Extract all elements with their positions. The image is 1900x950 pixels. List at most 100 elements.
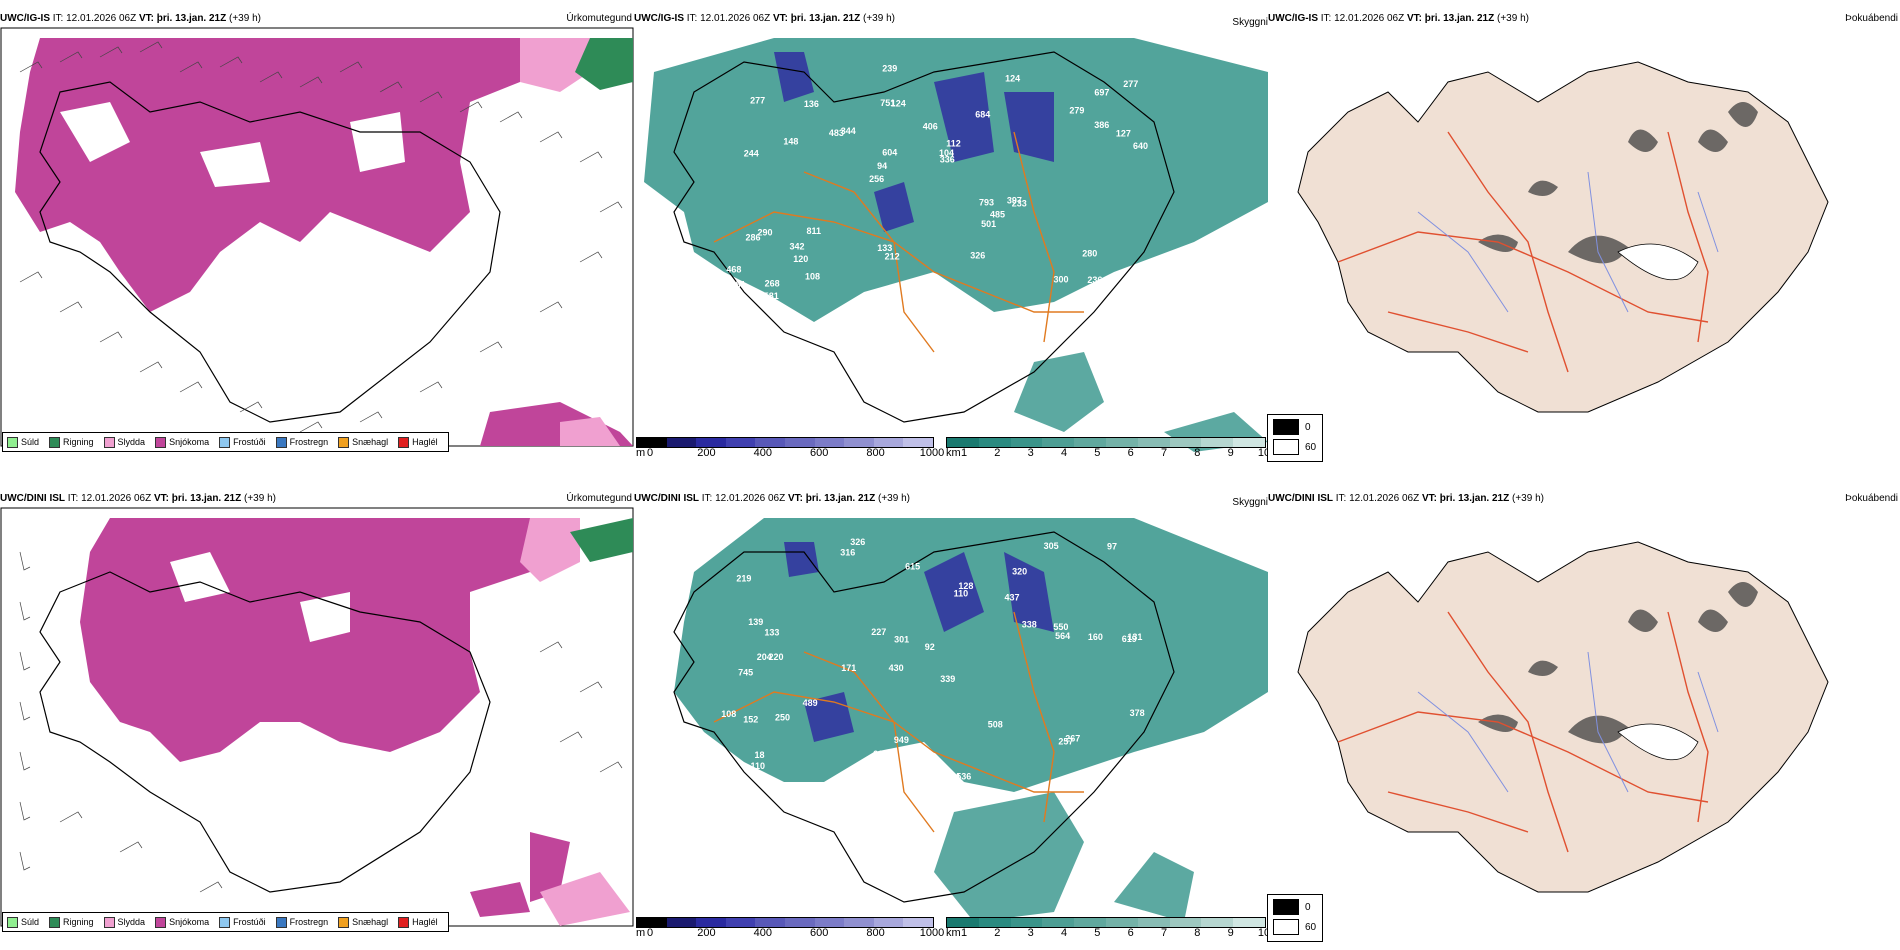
ceiling-value-label: 127 [1116,128,1131,138]
colorbar-tick: 1000 [919,447,945,459]
colorbar-tick: 10 [1257,927,1268,939]
legend-label: Rigning [63,437,94,447]
legend-item-frostregn: Frostregn [275,916,328,928]
ceiling-value-label: 489 [803,698,818,708]
colorbar-tick: 200 [697,927,716,939]
ceiling-value-label: 280 [1082,249,1097,259]
it-value: 12.01.2026 06Z [66,13,137,24]
ceiling-value-label: 133 [877,243,892,253]
legend-item-slydda: Slydda [103,436,145,448]
ceiling-value-label: 104 [939,148,954,158]
lead-time: (+39 h) [863,13,895,24]
ceiling-value-label: 745 [738,668,753,678]
ceiling-colorbar: m 0 200 400 600 800 1000 [636,917,944,944]
ceiling-value-label: 279 [1069,106,1084,116]
ceiling-value-label: 536 [956,771,971,781]
cloud-map: 326 320 619 430 339 220 219 437 745 110 92 110 316 17… [673,518,1268,922]
model-name: UWC/DINI ISL [1268,493,1333,504]
ceiling-value-label: 92 [925,642,935,652]
vt-value: þri. 13.jan. 21Z [805,493,876,504]
ceiling-value-label: 550 [1053,622,1068,632]
colorbar-tick: 800 [866,927,885,939]
ceiling-value-label: 336 [940,155,955,165]
precip-map [0,27,634,447]
ceiling-value-label: 239 [882,64,897,74]
legend-item-snaehagl: Snæhagl [338,436,388,448]
lead-time: (+39 h) [878,493,910,504]
ceiling-value-label: 339 [940,674,955,684]
colorbar-tick: 400 [753,447,772,459]
panel-title: Úrkomutegund [566,13,632,24]
precip-panel-row1: UWC/IG-IS IT: 12.01.2026 06Z VT: þri. 13… [0,12,634,464]
visibility-unit: km [946,447,961,459]
fog-legend-label: 0 [1305,421,1311,433]
panel-header: UWC/DINI ISL IT: 12.01.2026 06Z VT: þri.… [0,492,634,506]
vt-label: VT: [153,493,169,504]
fog-legend-label: 60 [1305,921,1317,933]
ceiling-value-label: 563 [926,288,941,298]
colorbar-tick: 6 [1127,927,1134,939]
coastline [673,531,1175,903]
cloud-panel-row2: UWC/DINI ISL IT: 12.01.2026 06Z VT: þri.… [634,492,1268,944]
legend-item-snjokoma: Snjókoma [155,916,209,928]
legend-label: Frostregn [289,437,329,447]
legend-item-snaehagl: Snæhagl [338,916,389,928]
lead-time: (+39 h) [244,493,276,504]
coastline [673,51,1175,423]
legend-item-frostregn: Frostregn [275,436,329,448]
panel-title: Þokuábendi [1845,493,1898,504]
legend-item-snjokoma: Snjókoma [155,436,209,448]
ceiling-value-label: 437 [1005,592,1020,602]
ceiling-value-label: 793 [979,197,994,207]
ceiling-value-label: 949 [894,735,909,745]
fog-map [1297,61,1829,413]
fog-legend-label: 60 [1305,441,1317,453]
colorbar-tick: 3 [1027,927,1034,939]
colorbar-tick: 6 [1127,447,1134,459]
ceiling-value-label: 386 [1094,120,1109,130]
colorbar-tick: 9 [1227,447,1234,459]
fog-legend-label: 0 [1305,901,1311,913]
legend-label: Rigning [63,917,94,927]
legend-label: Snæhagl [352,917,389,927]
colorbar-tick: 7 [1160,927,1168,939]
panel-title: Skyggni [1232,17,1268,28]
colorbar-tick: 4 [1060,927,1068,939]
ceiling-value-label: 94 [877,161,887,171]
legend-item-hagel: Haglél [398,436,438,448]
ceiling-value-label: 97 [1107,541,1117,551]
ceiling-unit: m [636,447,646,459]
colorbar-tick: 600 [810,927,829,939]
colorbar-tick: 5 [1094,447,1101,459]
vt-value: þri. 13.jan. 21Z [156,13,227,24]
ceiling-value-label: 684 [975,109,990,119]
legend-item-frostudi: Frostúði [219,436,266,448]
ceiling-value-label: 640 [1133,141,1148,151]
ceiling-value-label: 108 [721,709,736,719]
precip-legend: Súld Rigning Slydda Snjókoma Frostúði Fr… [2,432,449,452]
ceiling-value-label: 277 [750,96,765,106]
vt-value: þri. 13.jan. 21Z [1424,13,1495,24]
colorbar-tick: 3 [1027,447,1034,459]
ceiling-value-label: 501 [981,219,996,229]
model-name: UWC/IG-IS [634,13,684,24]
ceiling-value-label: 301 [894,634,909,644]
ceiling-value-label: 148 [783,137,798,147]
ceiling-value-label: 244 [744,149,759,159]
ceiling-value-label: 485 [990,210,1005,220]
it-value: 12.01.2026 06Z [81,493,152,504]
it-label: IT: [52,13,64,24]
colorbar-tick: 0 [646,927,654,939]
coastline [39,81,501,423]
colorbar-tick: 9 [1227,927,1234,939]
ceiling-value-label: 124 [891,99,906,109]
ceiling-value-label: 277 [1123,79,1138,89]
ceiling-value-label: 136 [804,99,819,109]
ceiling-value-label: 508 [988,720,1003,730]
vt-value: þri. 13.jan. 21Z [171,493,242,504]
ceiling-value-label: 110 [751,761,766,771]
ceiling-value-label: 152 [743,715,758,725]
it-label: IT: [67,493,79,504]
legend-label: Slydda [117,917,146,927]
ceiling-value-label: 316 [840,548,855,558]
